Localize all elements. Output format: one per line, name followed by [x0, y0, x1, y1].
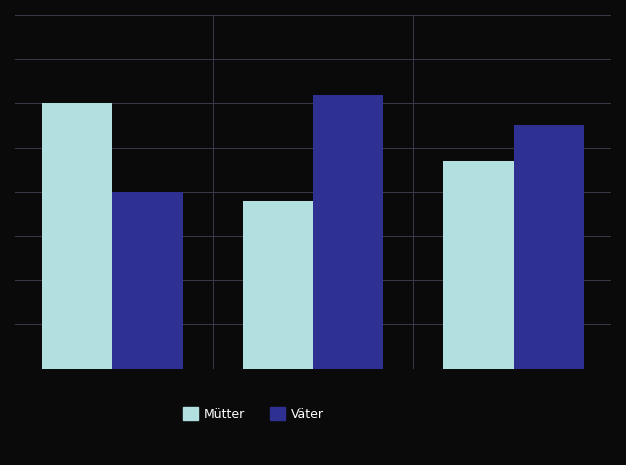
Bar	[112, 192, 183, 369]
Bar	[313, 94, 383, 369]
Legend: Mütter, Väter: Mütter, Väter	[178, 402, 329, 426]
Bar	[443, 161, 514, 369]
Bar	[243, 200, 313, 369]
Bar	[42, 103, 112, 369]
Bar	[514, 126, 584, 369]
